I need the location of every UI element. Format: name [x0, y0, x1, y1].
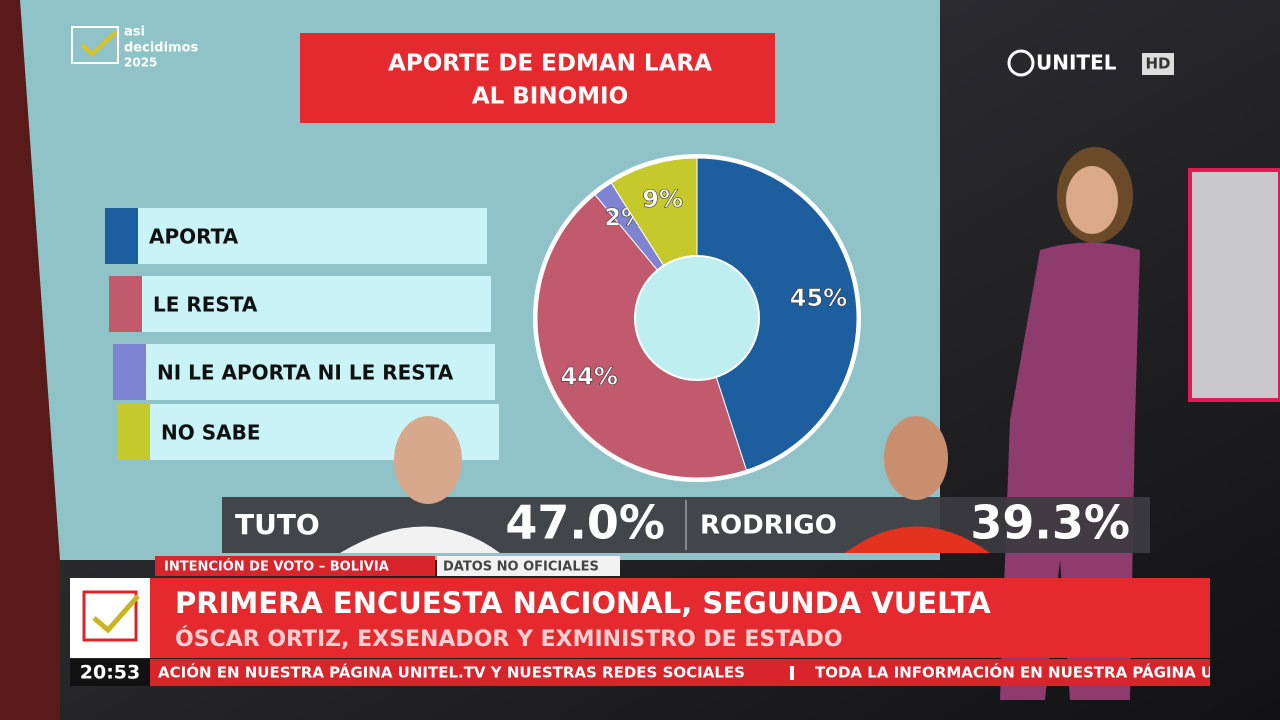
chart-title: APORTE DE EDMAN LARA [388, 51, 712, 77]
channel-badge: HD [1145, 55, 1170, 73]
legend-swatch [109, 276, 142, 332]
headline-bg [70, 578, 1210, 658]
legend-swatch [113, 344, 146, 400]
ticker: ACIÓN EN NUESTRA PÁGINA UNITEL.TV Y NUES… [158, 663, 1231, 682]
channel-icon [1007, 49, 1035, 77]
subheadline: ÓSCAR ORTIZ, EXSENADOR Y EXMINISTRO DE E… [175, 626, 843, 652]
chart-title: AL BINOMIO [472, 84, 628, 110]
candidate-photo [394, 416, 462, 504]
legend-swatch [105, 208, 138, 264]
donut-chart: 45%44%2%9% [533, 154, 861, 482]
logo-text: 2025 [124, 56, 157, 70]
logo-text: asi [124, 25, 145, 40]
legend: APORTA LE RESTA NI LE APORTA NI LE RESTA NO… [105, 208, 499, 460]
channel-badge-bg [1142, 53, 1174, 75]
value-label: 9% [642, 185, 683, 213]
legend-item-bg [109, 276, 491, 332]
ticker-text: ACIÓN EN NUESTRA PÁGINA UNITEL.TV Y NUES… [158, 663, 745, 682]
legend-item-bg [105, 208, 487, 264]
legend-label: NI LE APORTA NI LE RESTA [157, 361, 454, 385]
clock-bg [70, 659, 150, 686]
ticker-text: TODA LA INFORMACIÓN EN NUESTRA PÁGINA UN… [815, 663, 1231, 682]
candidate-share: 39.3% [970, 496, 1130, 550]
show-logo: asi decidimos 2025 [71, 25, 199, 70]
legend-label: LE RESTA [153, 293, 258, 317]
candidate-photo [845, 526, 990, 553]
clock: 20:53 [80, 662, 140, 684]
logo-box-bg [70, 578, 150, 658]
candidate-name: RODRIGO [700, 511, 837, 541]
note: DATOS NO OFICIALES [443, 560, 599, 575]
donut-hole [634, 255, 760, 381]
chart-title-bg [300, 33, 775, 123]
legend-swatch [117, 404, 150, 460]
value-label: 44% [560, 362, 617, 390]
value-label: 45% [790, 284, 847, 312]
logo-text: decidimos [124, 41, 199, 56]
logo-box [82, 590, 138, 642]
legend-label: NO SABE [161, 421, 261, 445]
studio-screen [1188, 168, 1280, 402]
legend-label: APORTA [149, 225, 239, 249]
ticker-separator [790, 666, 794, 680]
tag: INTENCIÓN DE VOTO – BOLIVIA [164, 559, 389, 575]
headline: PRIMERA ENCUESTA NACIONAL, SEGUNDA VUELT… [175, 586, 991, 620]
candidate-name: TUTO [235, 508, 320, 541]
ticker-bg [70, 659, 1210, 686]
logo-box [71, 26, 119, 64]
candidate-photo [340, 526, 500, 553]
candidate-share: 47.0% [505, 496, 665, 550]
logo-check [92, 594, 140, 634]
note-bg [437, 556, 620, 576]
channel-name: UNITEL [1036, 51, 1117, 75]
channel-logo: UNITEL HD [1007, 49, 1174, 77]
legend-item-bg [113, 344, 495, 400]
candidate-photo [884, 416, 948, 500]
logo-check [80, 30, 118, 57]
tag-bg [155, 556, 435, 576]
